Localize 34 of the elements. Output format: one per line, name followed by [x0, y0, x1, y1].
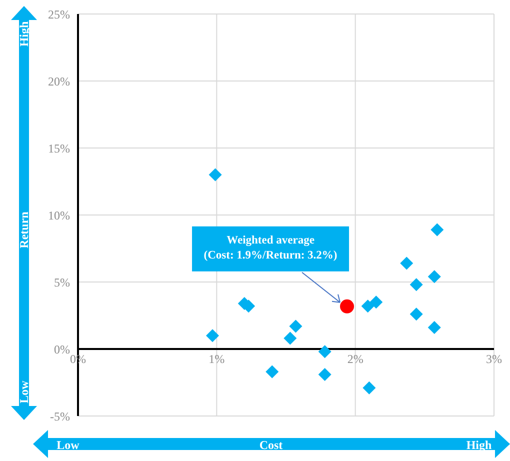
y-tick-label: 20%: [48, 74, 70, 88]
point: [410, 278, 423, 292]
y-tick-label: 15%: [48, 141, 70, 156]
point: [318, 368, 332, 381]
point: [410, 308, 423, 321]
point: [318, 345, 332, 358]
y-tick-label: 10%: [48, 208, 70, 222]
x-tick-label: 1%: [208, 352, 225, 366]
x-tick-label: 2%: [347, 352, 364, 366]
point: [370, 296, 383, 309]
point: [289, 320, 302, 333]
point: [362, 381, 376, 394]
point: [206, 329, 220, 342]
point: [428, 321, 441, 334]
y-tick-label: -5%: [50, 409, 70, 424]
y-axis-title: Return: [17, 211, 31, 248]
point: [428, 270, 441, 284]
point: [430, 223, 444, 236]
point: [208, 168, 222, 182]
y-tick-label: 5%: [54, 275, 70, 290]
point: [400, 256, 414, 270]
text: High: [17, 21, 31, 47]
y-tick-label: 25%: [48, 7, 70, 22]
x-tick-label: 3%: [486, 352, 502, 366]
x-axis-title: Cost: [259, 438, 283, 452]
text: Low: [56, 438, 80, 452]
annotation: Weighted average (Cost: 1.9%/Return: 3.2%): [204, 234, 338, 262]
text: High: [466, 438, 492, 452]
point: [340, 299, 354, 314]
text: Low: [17, 380, 31, 404]
y-tick-label: 0%: [54, 342, 70, 356]
point: [284, 332, 297, 345]
point: [361, 300, 374, 313]
point: [266, 365, 279, 378]
